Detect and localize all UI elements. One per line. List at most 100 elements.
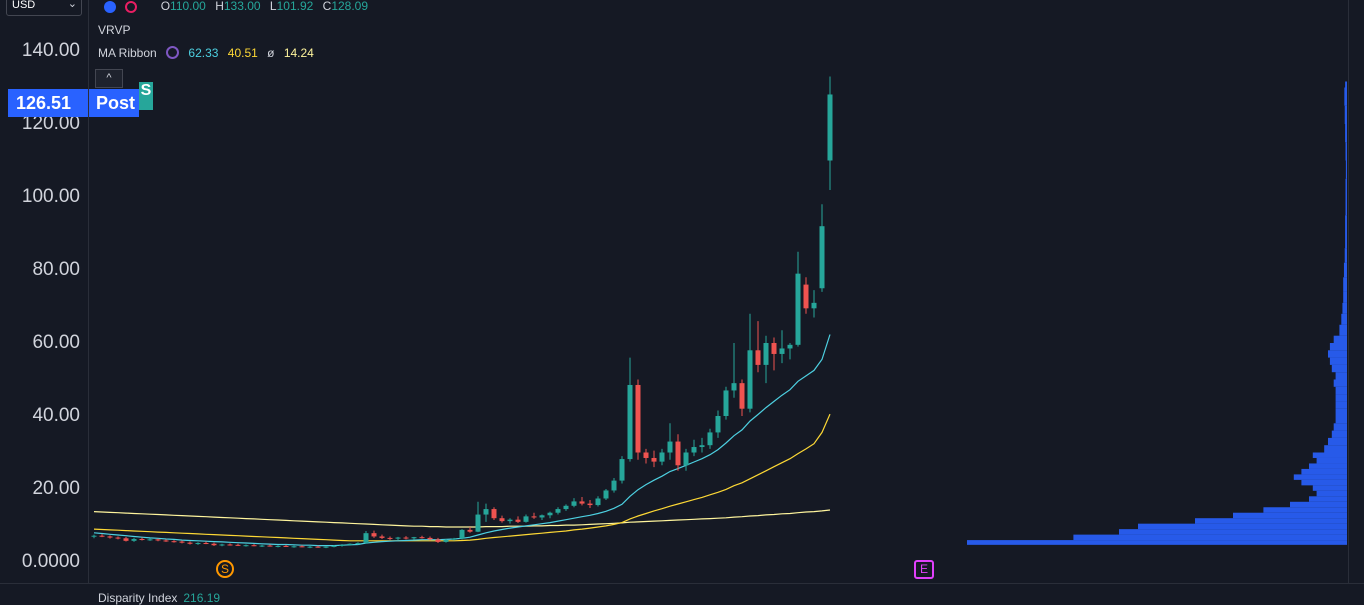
candle-body xyxy=(299,546,305,548)
candle-body xyxy=(235,544,241,546)
candle-body xyxy=(827,94,833,161)
price-chart[interactable] xyxy=(89,0,1348,583)
candle-body xyxy=(315,546,321,548)
candle-body xyxy=(539,515,545,518)
candle-body xyxy=(379,536,385,538)
post-market-badge: Post xyxy=(89,89,139,117)
disparity-index-value: 216.19 xyxy=(183,591,221,605)
volume-profile-bar xyxy=(1329,343,1347,351)
volume-profile-bar xyxy=(1309,463,1347,469)
candle-body xyxy=(619,459,625,481)
earnings-marker-icon[interactable]: E xyxy=(914,560,934,579)
volume-profile-bar xyxy=(1324,445,1347,453)
vrvp-legend[interactable]: VRVP xyxy=(98,23,131,37)
candle-body xyxy=(763,343,769,365)
collapse-legend-button[interactable]: ^ xyxy=(95,69,123,88)
candle-body xyxy=(747,350,753,409)
candle-body xyxy=(171,541,177,543)
disparity-index-legend[interactable]: Disparity Index 216.19 xyxy=(98,591,220,605)
candle-body xyxy=(467,529,473,532)
pane-separator[interactable] xyxy=(0,583,1364,584)
candle-body xyxy=(323,546,329,548)
session-stub: S xyxy=(139,82,153,110)
volume-profile-bar xyxy=(1195,518,1347,524)
candle-body xyxy=(267,545,273,547)
candle-body xyxy=(187,542,193,544)
currency-select[interactable]: USD ⌄ xyxy=(6,0,82,16)
refresh-icon[interactable] xyxy=(166,46,180,59)
volume-profile-bar xyxy=(1316,457,1347,464)
candle-body xyxy=(667,441,673,453)
volume-profile-bar xyxy=(1339,324,1347,336)
candle-body xyxy=(707,432,713,446)
volume-profile-bar xyxy=(1345,142,1347,161)
candle-body xyxy=(635,384,641,453)
volume-profile-bar xyxy=(967,540,1347,545)
candle-body xyxy=(243,545,249,547)
candle-body xyxy=(371,533,377,537)
candle-body xyxy=(611,480,617,491)
candle-body xyxy=(563,505,569,510)
candle-body xyxy=(363,533,369,544)
candle-body xyxy=(499,518,505,522)
ma-mid-value: 40.51 xyxy=(227,46,258,60)
high-value: 133.00 xyxy=(223,0,261,13)
volume-profile-bar xyxy=(1345,178,1347,216)
ma-fast-value: 62.33 xyxy=(188,46,219,60)
currency-label: USD xyxy=(12,0,36,11)
candle-body xyxy=(403,537,409,539)
candle-body xyxy=(547,512,553,516)
volume-profile-bar xyxy=(1333,379,1347,387)
candle-body xyxy=(291,546,297,548)
volume-profile-bar xyxy=(1343,262,1347,278)
candle-body xyxy=(803,284,809,309)
price-axis[interactable]: USD ⌄ 140.00 120.00 100.00 80.00 60.00 4… xyxy=(0,0,89,583)
ma-fast-line xyxy=(93,334,831,547)
volume-profile-bar xyxy=(1329,357,1347,365)
volume-profile-bar xyxy=(1344,248,1347,263)
ma-ribbon-legend[interactable]: MA Ribbon 62.33 40.51 ø 14.24 xyxy=(98,46,314,60)
data-source-icon xyxy=(125,1,138,13)
volume-profile-bar xyxy=(1345,81,1347,88)
volume-profile-bar xyxy=(1119,529,1347,535)
volume-profile-bar xyxy=(1341,313,1347,325)
candle-body xyxy=(355,543,361,545)
candle-body xyxy=(411,537,417,539)
volume-profile-bar xyxy=(1345,124,1347,143)
candle-body xyxy=(755,350,761,365)
ma-sym: ø xyxy=(267,46,275,60)
candle-body xyxy=(579,501,585,504)
y-tick-label: 80.00 xyxy=(32,259,80,280)
volume-profile-bar xyxy=(1331,430,1347,438)
volume-profile-bar xyxy=(1328,437,1347,446)
candle-body xyxy=(795,273,801,345)
candle-body xyxy=(115,537,121,539)
split-marker-icon[interactable]: S xyxy=(216,560,234,578)
volume-profile-bar xyxy=(1309,496,1347,502)
candle-body xyxy=(643,452,649,458)
candle-body xyxy=(139,539,145,541)
candle-body xyxy=(731,383,737,391)
volume-profile-bar xyxy=(1345,215,1347,234)
volume-profile-bar xyxy=(1335,386,1347,395)
disparity-index-label: Disparity Index xyxy=(98,591,178,605)
low-value: 101.92 xyxy=(276,0,314,13)
volume-profile-bar xyxy=(1345,160,1347,179)
candle-body xyxy=(347,543,353,545)
volume-profile-bar xyxy=(1301,468,1347,475)
volume-profile-bar xyxy=(1335,416,1347,424)
open-label: O xyxy=(160,0,171,13)
volume-profile-bar xyxy=(1344,87,1347,106)
ma-ribbon-label: MA Ribbon xyxy=(98,46,157,60)
candle-body xyxy=(283,545,289,547)
volume-profile-bar xyxy=(1343,291,1347,303)
candle-body xyxy=(555,509,561,513)
candle-body xyxy=(395,537,401,539)
candle-body xyxy=(627,384,633,460)
volume-profile-bar xyxy=(1293,474,1347,480)
candle-body xyxy=(259,545,265,547)
candle-body xyxy=(195,543,201,545)
candle-body xyxy=(451,538,457,540)
y-tick-label: 40.00 xyxy=(32,405,80,426)
candle-body xyxy=(515,519,521,522)
